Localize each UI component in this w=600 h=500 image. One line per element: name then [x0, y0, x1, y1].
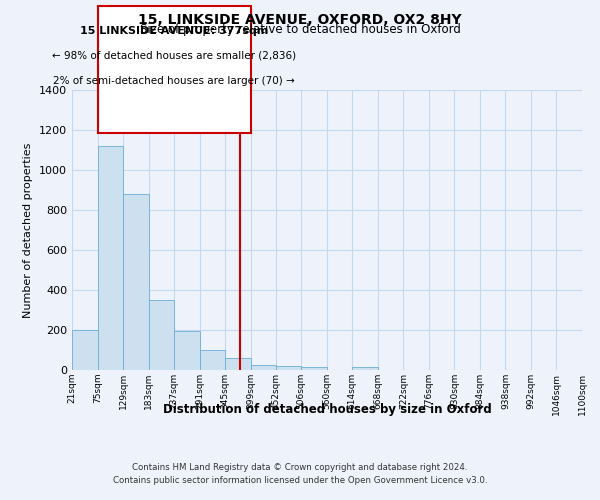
Text: Contains public sector information licensed under the Open Government Licence v3: Contains public sector information licen… [113, 476, 487, 485]
Bar [251, 365, 276, 370]
Text: Distribution of detached houses by size in Oxford: Distribution of detached houses by size … [163, 402, 491, 415]
Text: ← 98% of detached houses are smaller (2,836): ← 98% of detached houses are smaller (2,… [52, 51, 296, 61]
FancyBboxPatch shape [98, 6, 251, 133]
Bar [276, 366, 301, 370]
Y-axis label: Number of detached properties: Number of detached properties [23, 142, 34, 318]
Bar [352, 367, 378, 370]
Bar [149, 300, 174, 370]
Text: 2% of semi-detached houses are larger (70) →: 2% of semi-detached houses are larger (7… [53, 76, 295, 86]
Text: 15 LINKSIDE AVENUE: 377sqm: 15 LINKSIDE AVENUE: 377sqm [80, 26, 268, 36]
Bar [174, 331, 200, 370]
Bar [301, 367, 327, 370]
Bar [225, 358, 251, 370]
Bar [123, 194, 149, 370]
Bar [200, 350, 225, 370]
Bar [98, 146, 123, 370]
Bar [72, 330, 98, 370]
Text: Size of property relative to detached houses in Oxford: Size of property relative to detached ho… [140, 24, 460, 36]
Text: 15, LINKSIDE AVENUE, OXFORD, OX2 8HY: 15, LINKSIDE AVENUE, OXFORD, OX2 8HY [138, 12, 462, 26]
Text: Contains HM Land Registry data © Crown copyright and database right 2024.: Contains HM Land Registry data © Crown c… [132, 462, 468, 471]
